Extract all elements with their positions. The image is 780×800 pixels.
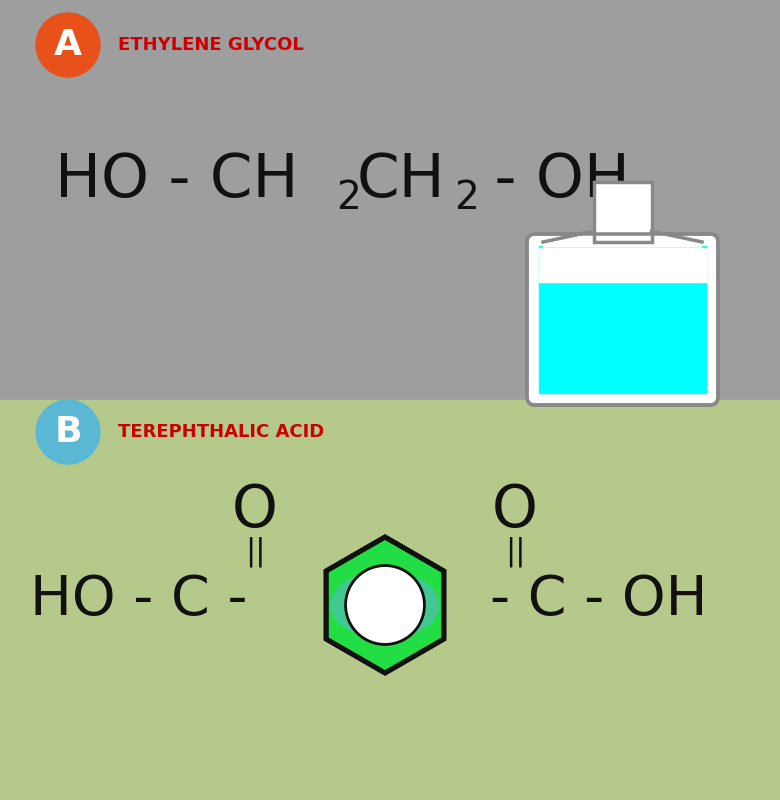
- Text: A: A: [54, 28, 82, 62]
- Text: O: O: [232, 482, 278, 538]
- Text: 2: 2: [336, 179, 360, 217]
- Bar: [0, 0, 780, 400]
- Text: ||: ||: [505, 537, 525, 567]
- Text: TEREPHTHALIC ACID: TEREPHTHALIC ACID: [118, 423, 324, 441]
- Text: CH: CH: [357, 150, 445, 210]
- Circle shape: [36, 400, 100, 464]
- Bar: [539, 246, 706, 393]
- Text: - C - OH: - C - OH: [490, 573, 707, 627]
- Text: HO - C -: HO - C -: [30, 573, 247, 627]
- Polygon shape: [543, 230, 702, 247]
- Text: ETHYLENE GLYCOL: ETHYLENE GLYCOL: [118, 36, 303, 54]
- Circle shape: [36, 13, 100, 77]
- Text: ||: ||: [245, 537, 265, 567]
- Text: O: O: [492, 482, 538, 538]
- FancyBboxPatch shape: [594, 182, 651, 242]
- FancyBboxPatch shape: [527, 234, 718, 405]
- Text: B: B: [55, 415, 82, 449]
- Circle shape: [346, 566, 424, 645]
- Text: - OH: - OH: [475, 150, 630, 210]
- Polygon shape: [326, 537, 444, 673]
- Bar: [0, 400, 780, 800]
- Text: 2: 2: [454, 179, 479, 217]
- Ellipse shape: [331, 571, 439, 639]
- Bar: [539, 248, 706, 282]
- Text: HO - CH: HO - CH: [55, 150, 299, 210]
